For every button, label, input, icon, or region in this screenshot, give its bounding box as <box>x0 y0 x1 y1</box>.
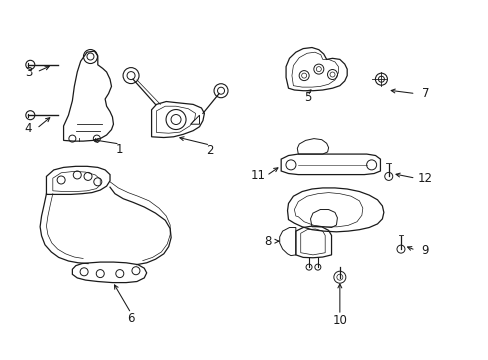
Text: 7: 7 <box>421 87 428 100</box>
Text: 5: 5 <box>304 91 311 104</box>
Text: 6: 6 <box>127 312 135 325</box>
Text: 9: 9 <box>421 244 428 257</box>
Text: 4: 4 <box>24 122 32 135</box>
Text: 2: 2 <box>206 144 214 157</box>
Text: 8: 8 <box>264 235 271 248</box>
Text: 3: 3 <box>24 66 32 78</box>
Text: 12: 12 <box>417 172 432 185</box>
Text: 1: 1 <box>116 143 123 156</box>
Text: 11: 11 <box>250 169 265 182</box>
Text: 10: 10 <box>332 314 346 327</box>
